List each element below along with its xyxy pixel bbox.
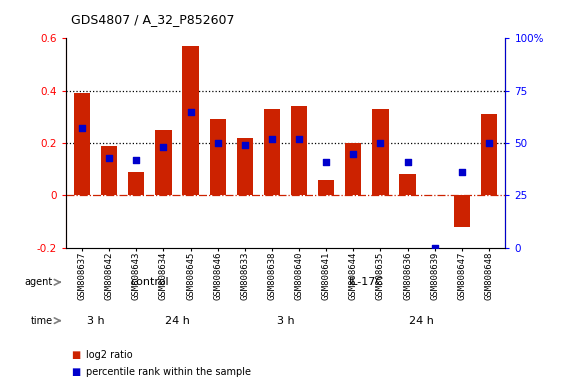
Text: GDS4807 / A_32_P852607: GDS4807 / A_32_P852607 <box>71 13 235 26</box>
Point <box>457 169 467 175</box>
Text: log2 ratio: log2 ratio <box>86 350 132 360</box>
Point <box>403 159 412 165</box>
Text: ■: ■ <box>71 367 81 377</box>
Bar <box>318 180 335 195</box>
Point <box>267 136 276 142</box>
Point <box>78 125 87 131</box>
Bar <box>345 143 361 195</box>
Point <box>430 245 439 251</box>
Text: control: control <box>131 277 169 287</box>
Bar <box>236 138 253 195</box>
Point <box>376 140 385 146</box>
Text: agent: agent <box>25 277 53 287</box>
Bar <box>101 146 117 195</box>
Bar <box>264 109 280 195</box>
Text: 24 h: 24 h <box>409 316 433 326</box>
Point <box>132 157 141 163</box>
Text: percentile rank within the sample: percentile rank within the sample <box>86 367 251 377</box>
Bar <box>155 130 171 195</box>
Bar <box>128 172 144 195</box>
Bar <box>454 195 470 227</box>
Bar <box>210 119 226 195</box>
Bar <box>74 93 90 195</box>
Point <box>186 109 195 115</box>
Text: 24 h: 24 h <box>164 316 190 326</box>
Text: 3 h: 3 h <box>277 316 294 326</box>
Text: 3 h: 3 h <box>87 316 104 326</box>
Bar <box>372 109 389 195</box>
Point <box>159 144 168 150</box>
Bar <box>481 114 497 195</box>
Text: IL-17C: IL-17C <box>349 277 384 287</box>
Bar <box>400 174 416 195</box>
Point <box>104 155 114 161</box>
Bar <box>291 106 307 195</box>
Text: ■: ■ <box>71 350 81 360</box>
Bar <box>182 46 199 195</box>
Point <box>484 140 493 146</box>
Point <box>321 159 331 165</box>
Point <box>240 142 250 148</box>
Point <box>295 136 304 142</box>
Point <box>213 140 222 146</box>
Point <box>349 151 358 157</box>
Text: time: time <box>31 316 53 326</box>
